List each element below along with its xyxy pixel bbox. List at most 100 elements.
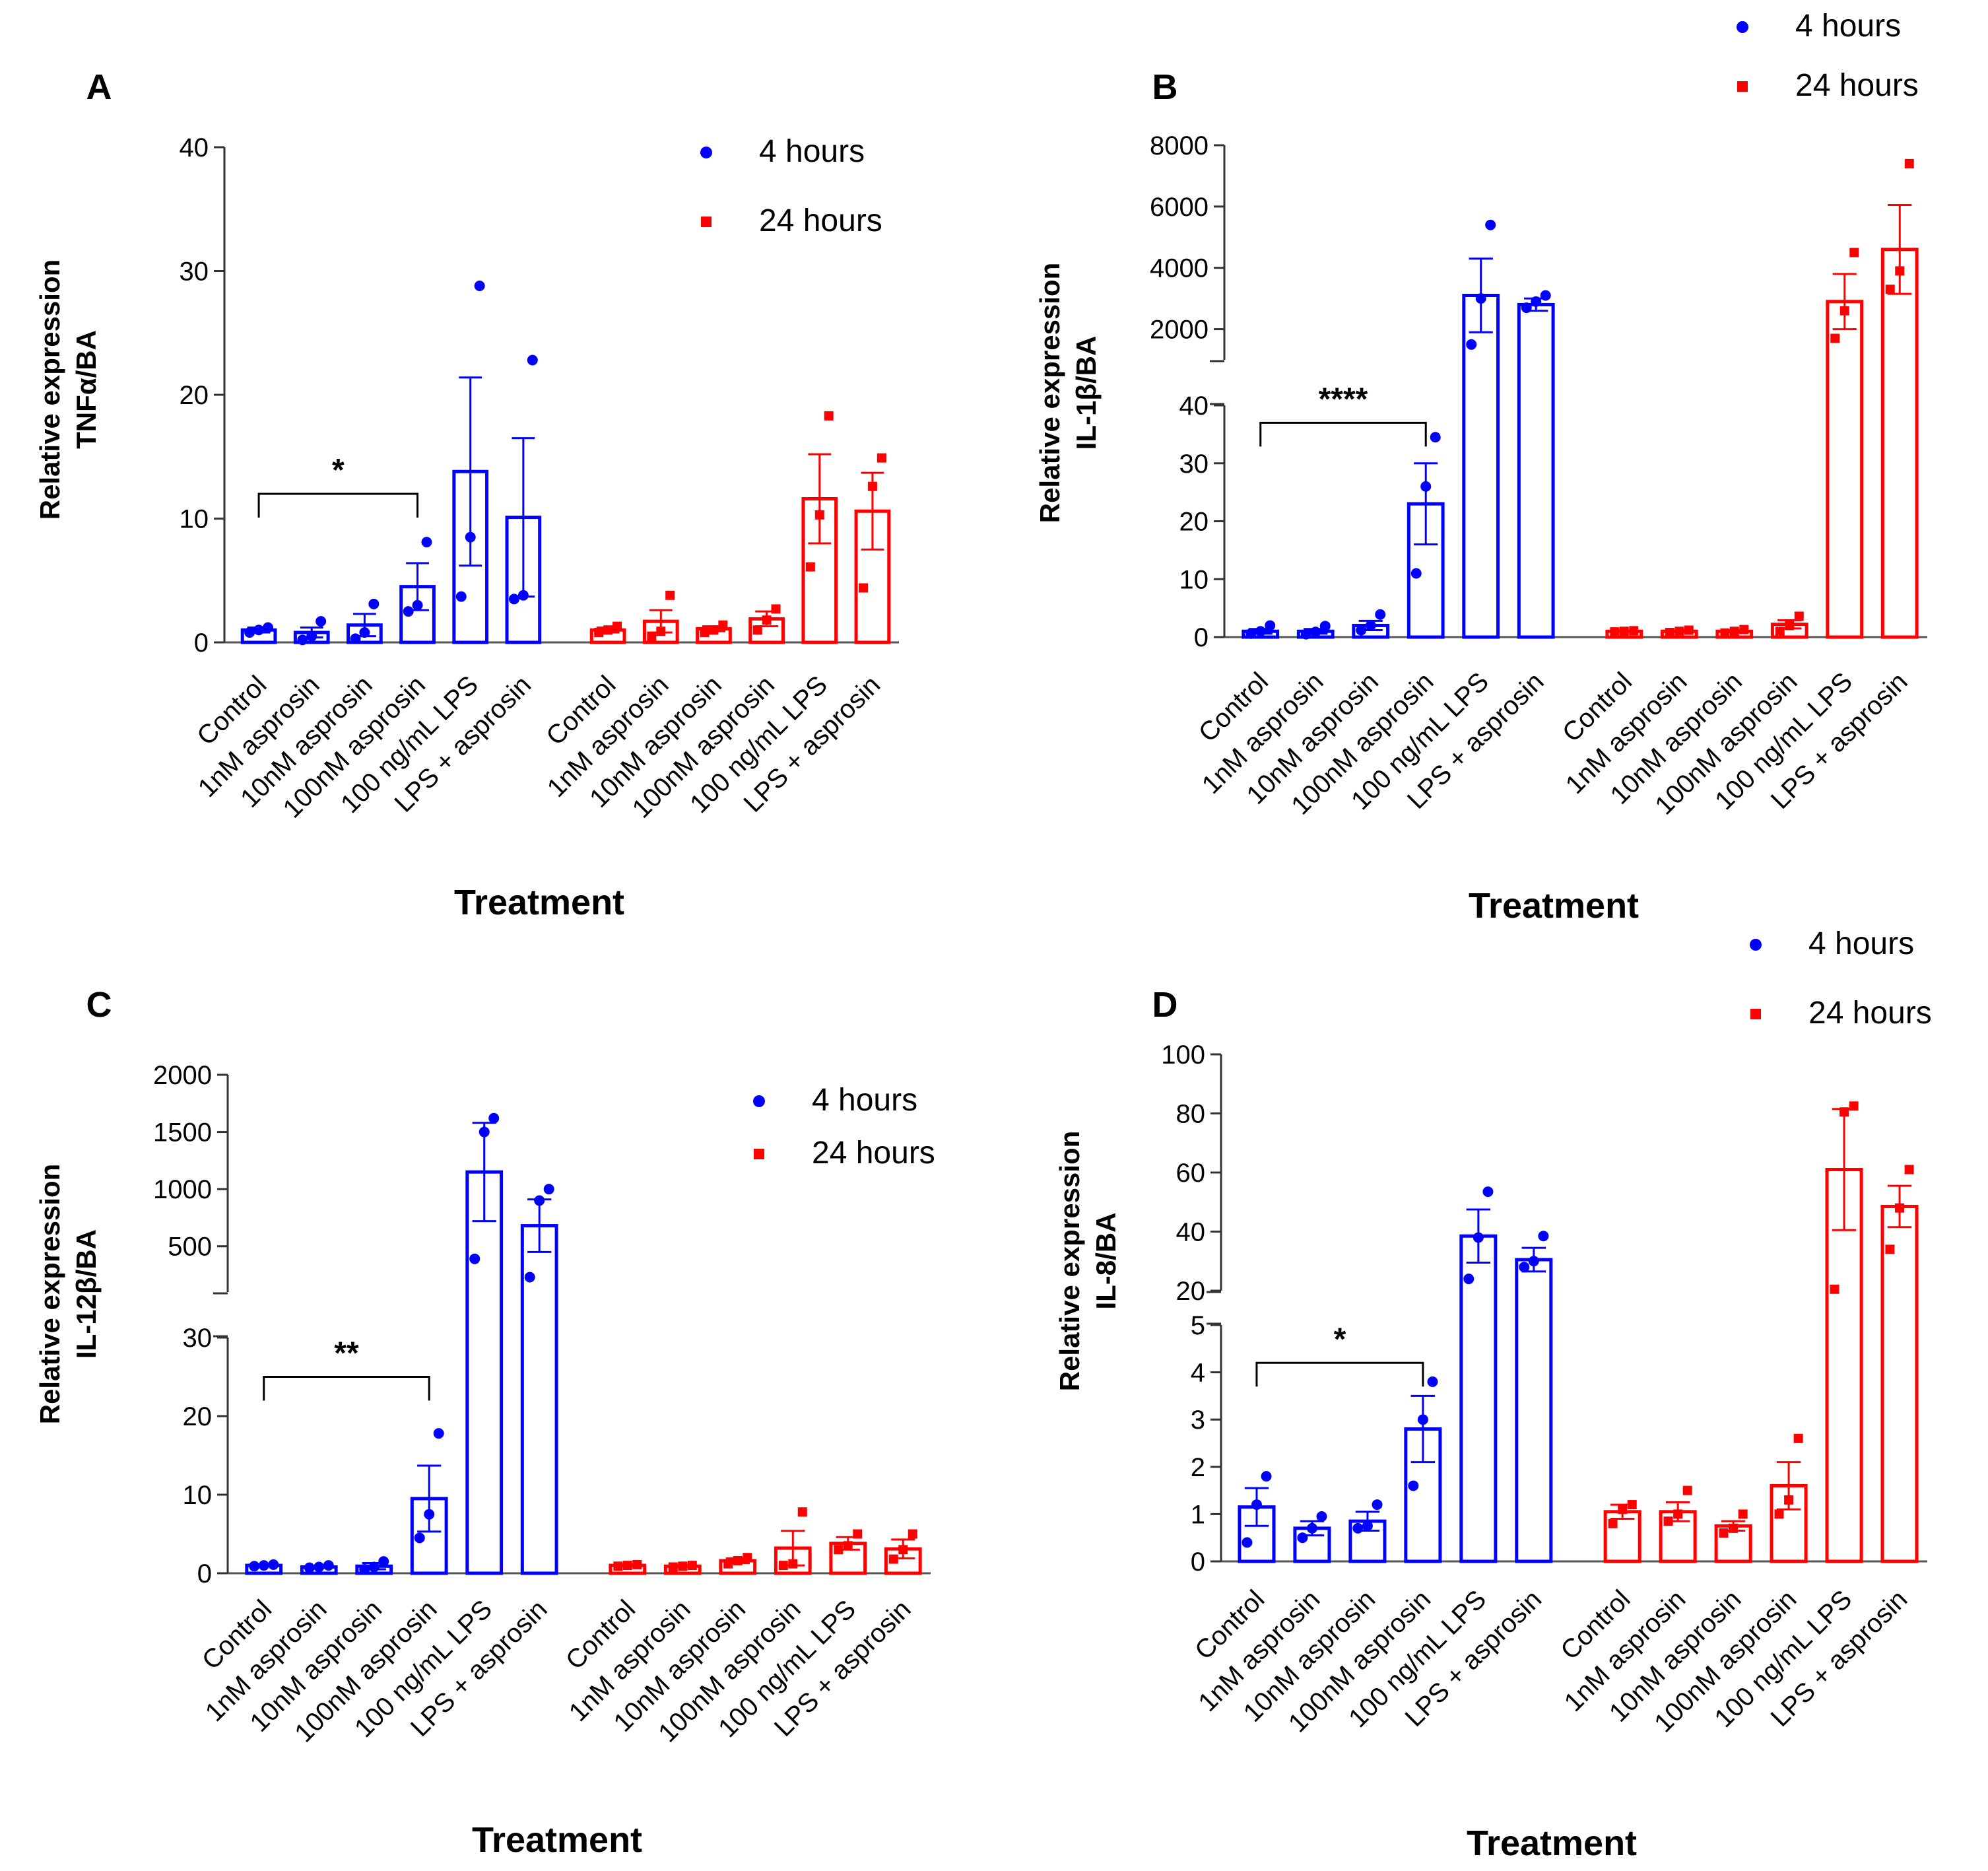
y-tick-label: 20	[183, 1402, 213, 1431]
significance-label: *	[332, 453, 345, 488]
x-axis-label: Treatment	[1467, 1823, 1637, 1863]
data-point	[603, 625, 613, 635]
data-point	[1297, 1532, 1308, 1544]
y-axis-label: Relative expression IL-8/BA	[1054, 1131, 1121, 1392]
y-tick-label: 0	[197, 1559, 212, 1588]
panel-letter: A	[86, 67, 112, 107]
y-axis-label-line2: IL-12β/BA	[71, 1229, 102, 1359]
data-point	[258, 1560, 269, 1571]
legend-marker-24h	[701, 217, 712, 227]
y-tick-label: 1000	[153, 1175, 212, 1204]
data-point	[403, 606, 414, 617]
y-tick-label: 40	[1179, 391, 1209, 421]
data-point	[455, 591, 467, 602]
data-point	[1904, 1165, 1914, 1174]
y-tick-label: 6000	[1150, 193, 1209, 222]
y-tick-label: 10	[180, 505, 209, 534]
data-point	[1839, 306, 1849, 316]
panel-B: B Relative expression IL-1β/BA 0 10 20 30 40 200…	[1034, 9, 1927, 926]
data-point	[1306, 1522, 1317, 1534]
significance-bracket	[1255, 1361, 1424, 1387]
data-point	[1265, 620, 1276, 631]
data-point	[834, 1545, 844, 1555]
data-point	[1538, 1231, 1549, 1242]
data-point	[668, 1562, 678, 1572]
data-point	[898, 1545, 908, 1555]
y-tick-label: 2000	[1150, 316, 1209, 345]
data-point	[888, 1554, 898, 1564]
data-point	[315, 616, 327, 627]
y-tick-label: 100	[1161, 1040, 1205, 1070]
data-point	[1375, 609, 1386, 620]
data-point	[1242, 1537, 1253, 1548]
data-point	[824, 411, 834, 421]
data-point	[733, 1555, 743, 1565]
data-point	[1684, 625, 1694, 635]
x-axis-label: Treatment	[454, 883, 624, 922]
data-point	[723, 1559, 733, 1569]
data-point	[1261, 1471, 1272, 1482]
legend-label-4h: 4 hours	[1795, 9, 1901, 44]
data-point	[306, 630, 317, 642]
legend-marker-24h	[1750, 1009, 1761, 1019]
bar	[1459, 1234, 1498, 1563]
data-point	[359, 1564, 370, 1575]
data-point	[1410, 568, 1422, 579]
data-point	[877, 453, 886, 463]
significance-label: *	[1334, 1322, 1346, 1357]
y-axis-label-line1: Relative expression	[1054, 1131, 1085, 1392]
data-point	[479, 1126, 490, 1138]
data-point	[1619, 627, 1629, 636]
significance-bracket	[257, 493, 419, 518]
y-tick-label: 30	[1179, 450, 1209, 479]
data-point	[1739, 625, 1749, 634]
y-tick-label: 8000	[1150, 131, 1209, 160]
bar	[1515, 1258, 1553, 1563]
data-point	[368, 598, 380, 609]
bar	[1517, 302, 1555, 639]
data-point	[632, 1559, 642, 1569]
data-point	[543, 1184, 554, 1195]
data-point	[262, 622, 273, 633]
data-point	[797, 1507, 807, 1517]
data-point	[1904, 158, 1914, 168]
data-point	[323, 1560, 334, 1571]
data-point	[859, 583, 869, 593]
data-point	[678, 1561, 688, 1571]
y-tick-label: 5	[1191, 1311, 1205, 1340]
data-point	[1895, 266, 1905, 276]
y-tick-label: 2000	[153, 1061, 212, 1090]
data-point	[1610, 627, 1620, 637]
data-point	[534, 1195, 545, 1206]
data-point	[1618, 1505, 1628, 1514]
data-point	[1473, 1232, 1484, 1243]
legend-label-4h: 4 hours	[759, 134, 865, 169]
data-point	[1463, 1274, 1474, 1285]
legend-marker-4h	[1750, 939, 1762, 951]
data-point	[1784, 1495, 1794, 1505]
data-point	[314, 1561, 325, 1573]
data-point	[1430, 432, 1441, 443]
data-point	[412, 599, 423, 611]
data-point	[867, 481, 877, 491]
legend-marker-24h	[1737, 81, 1748, 92]
data-point	[421, 537, 432, 548]
data-point	[249, 1561, 260, 1572]
data-point	[524, 1272, 535, 1283]
data-point	[1482, 1186, 1494, 1198]
y-tick-label: 40	[180, 133, 209, 162]
data-point	[1362, 1520, 1373, 1532]
y-axis-label-line1: Relative expression	[34, 259, 65, 520]
data-point	[1466, 339, 1477, 350]
data-point	[414, 1532, 425, 1544]
legend-label-4h: 4 hours	[1808, 926, 1914, 961]
data-point	[1427, 1376, 1438, 1387]
data-point	[433, 1428, 444, 1439]
x-axis-label: Treatment	[472, 1820, 642, 1860]
y-tick-label: 80	[1176, 1100, 1206, 1129]
y-axis-label-line1: Relative expression	[1034, 263, 1065, 524]
data-point	[1830, 333, 1840, 343]
data-point	[1372, 1499, 1383, 1511]
data-point	[1738, 1509, 1748, 1519]
